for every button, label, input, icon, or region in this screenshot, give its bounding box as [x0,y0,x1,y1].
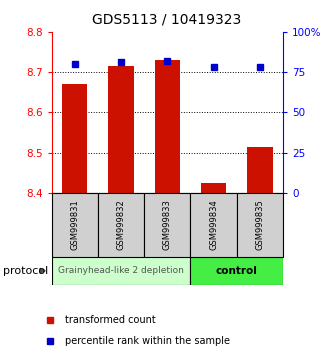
Text: GSM999834: GSM999834 [209,199,218,250]
FancyBboxPatch shape [52,193,98,257]
Text: Grainyhead-like 2 depletion: Grainyhead-like 2 depletion [58,266,184,275]
Bar [108,66,134,193]
Text: percentile rank within the sample: percentile rank within the sample [65,336,230,346]
Bar [201,183,226,193]
FancyBboxPatch shape [190,257,283,285]
FancyBboxPatch shape [144,193,190,257]
Text: control: control [216,266,258,276]
FancyBboxPatch shape [237,193,283,257]
Text: GSM999831: GSM999831 [70,199,79,250]
Text: protocol: protocol [3,266,49,276]
Bar [155,60,180,193]
Text: GDS5113 / 10419323: GDS5113 / 10419323 [92,12,241,27]
Text: transformed count: transformed count [65,315,156,325]
Bar [62,84,88,193]
Text: GSM999833: GSM999833 [163,199,172,250]
FancyBboxPatch shape [98,193,144,257]
FancyBboxPatch shape [52,257,190,285]
Text: GSM999832: GSM999832 [117,199,126,250]
FancyBboxPatch shape [190,193,237,257]
Bar [247,147,273,193]
Text: GSM999835: GSM999835 [255,199,264,250]
